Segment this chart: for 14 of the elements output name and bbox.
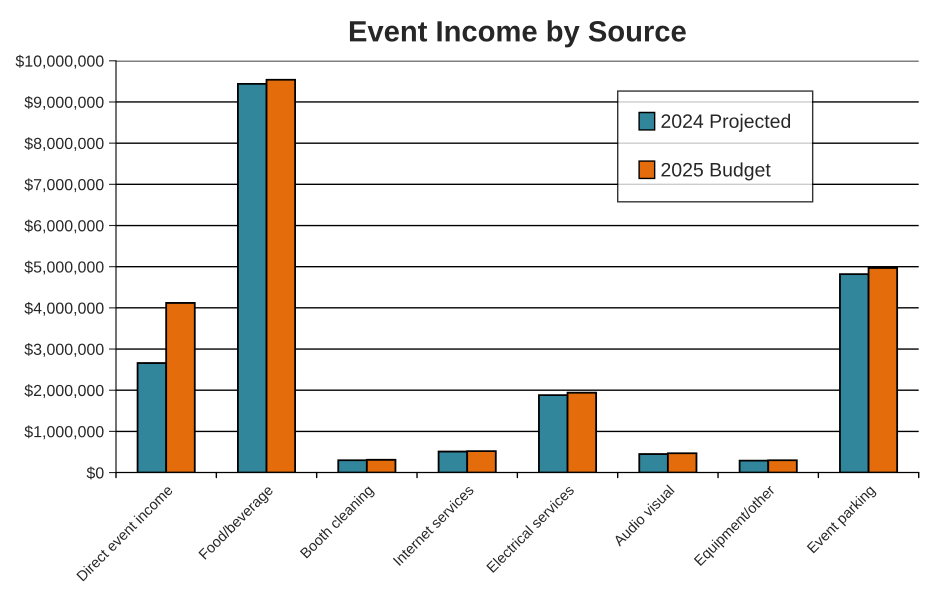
y-tick-label: $10,000,000 [16,54,104,69]
y-tick-label: $5,000,000 [24,260,104,275]
y-tick-label: $1,000,000 [24,425,104,440]
y-tick-label: $6,000,000 [24,219,104,234]
legend-label: 2025 Budget [661,162,771,180]
y-tick-label: $9,000,000 [24,96,104,110]
chart-title: Event Income by Source [350,20,686,48]
y-tick-label: $0 [86,466,104,480]
y-tick-label: $8,000,000 [24,137,104,151]
y-tick-label: $7,000,000 [24,178,104,192]
y-tick-label: $3,000,000 [24,343,104,357]
legend-label: 2024 Projected [661,114,790,132]
y-tick-label: $4,000,000 [24,302,104,316]
y-tick-label: $2,000,000 [24,384,104,398]
